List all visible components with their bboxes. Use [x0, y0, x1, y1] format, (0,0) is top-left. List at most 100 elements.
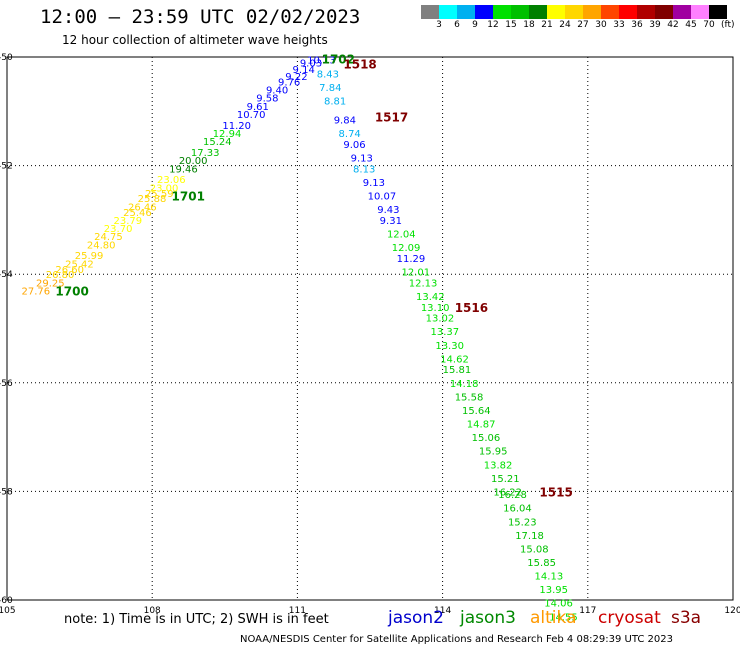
legend-label: 3	[436, 20, 442, 30]
wave-height-value: 23.79	[113, 216, 142, 227]
legend-label: 70	[703, 20, 715, 30]
satellite-label-cryosat: cryosat	[598, 608, 661, 628]
wave-height-value: 8.43	[317, 69, 339, 80]
wave-height-value: 9.13	[351, 153, 373, 164]
legend-swatch	[475, 5, 493, 19]
legend-swatch	[493, 5, 511, 19]
wave-height-value: 13.02	[426, 314, 455, 325]
wave-height-value: 17.18	[515, 531, 544, 542]
legend-swatches	[421, 5, 740, 19]
legend-swatch	[421, 5, 439, 19]
wave-height-value: 9.58	[256, 94, 278, 105]
wave-height-value: 9.14	[293, 65, 315, 76]
satellite-label-s3a: s3a	[671, 608, 702, 628]
legend-swatch	[529, 5, 547, 19]
wave-height-value: 13.37	[431, 327, 460, 338]
wave-height-value: 27.76	[22, 286, 51, 297]
wave-height-value: 15.58	[455, 392, 484, 403]
wave-height-value: 9.06	[343, 140, 365, 151]
wave-height-value: 16.28	[498, 490, 527, 501]
legend-label: 42	[667, 20, 679, 30]
legend-swatch	[601, 5, 619, 19]
wave-height-value: 26.80	[46, 270, 75, 281]
legend-swatch	[691, 5, 709, 19]
wave-height-value: 23.70	[104, 224, 133, 235]
wave-height-value: 10.07	[368, 191, 397, 202]
wave-height-value: 24.80	[87, 240, 116, 251]
y-tick-label: -56	[0, 379, 13, 389]
wave-height-value: 20.00	[179, 156, 208, 167]
x-tick-label: 117	[579, 606, 596, 616]
y-tick-label: -52	[0, 162, 13, 172]
legend-swatch	[619, 5, 637, 19]
x-tick-label: 114	[434, 606, 451, 616]
y-tick-label: -50	[0, 53, 13, 63]
wave-height-value: 16.22	[493, 487, 522, 498]
wave-height-value: 29.25	[36, 278, 65, 289]
wave-height-value: 11.20	[222, 121, 251, 132]
wave-height-value: 14.18	[450, 379, 479, 390]
legend-swatch	[583, 5, 601, 19]
wave-height-value: 12.13	[409, 278, 438, 289]
wave-height-value: 24.75	[94, 232, 123, 243]
wave-height-value: 14.06	[544, 599, 573, 610]
legend-label: 12	[487, 20, 499, 30]
time-label: 1702	[322, 53, 355, 67]
legend-labels: 3 6 9 12 15 18 21 24 27 30 33 36 39 42 45 70 (ft)	[421, 19, 740, 31]
wave-height-value: 23.00	[150, 183, 179, 194]
wave-height-value: 15.06	[472, 433, 501, 444]
wave-height-value: 15.95	[479, 447, 508, 458]
credit-line: NOAA/NESDIS Center for Satellite Applica…	[240, 634, 673, 645]
wave-height-value: 13.95	[539, 585, 568, 596]
wave-height-value: 12.94	[213, 129, 242, 140]
chart-title: 12:00 – 23:59 UTC 02/02/2023	[40, 6, 361, 28]
legend-swatch	[655, 5, 673, 19]
wave-height-value: 14.62	[440, 354, 469, 365]
legend-label: 33	[613, 20, 625, 30]
wave-height-value: 17.33	[191, 148, 220, 159]
wave-height-value: 14.55	[549, 612, 578, 623]
legend-label: 39	[649, 20, 661, 30]
wave-height-value: 15.24	[203, 137, 232, 148]
x-tick-label: 108	[144, 606, 161, 616]
wave-height-value: 10.13	[307, 56, 336, 67]
legend-label: 6	[454, 20, 460, 30]
wave-height-value: 14.13	[535, 572, 564, 583]
wave-height-value: 26.60	[55, 265, 84, 276]
wave-height-value: 25.42	[65, 259, 94, 270]
y-tick-label: -54	[0, 270, 13, 280]
legend-label: 45	[685, 20, 697, 30]
y-tick-label: -58	[0, 487, 13, 497]
wave-height-value: 8.13	[353, 164, 375, 175]
wave-height-value: 9.13	[363, 178, 385, 189]
wave-height-value: 9.03	[300, 58, 322, 69]
wave-height-value: 7.84	[319, 83, 341, 94]
time-label: 1700	[55, 284, 88, 298]
wave-height-value: 15.21	[491, 474, 520, 485]
wave-height-value: 13.30	[435, 341, 464, 352]
satellite-label-jason2: jason2	[388, 608, 444, 628]
legend-swatch	[673, 5, 691, 19]
legend-swatch	[439, 5, 457, 19]
x-tick-label: 111	[289, 606, 306, 616]
wave-height-value: 23.06	[157, 175, 186, 186]
wave-height-value: 9.40	[266, 86, 288, 97]
wave-height-value: 12.04	[387, 229, 416, 240]
legend-label: 21	[541, 20, 553, 30]
wave-height-value: 26.46	[128, 202, 157, 213]
wave-height-value: 25.46	[123, 208, 152, 219]
wave-height-value: 25.88	[138, 194, 167, 205]
wave-height-value: 15.81	[443, 365, 472, 376]
wave-height-value: 15.08	[520, 544, 549, 555]
legend-swatch	[637, 5, 655, 19]
time-label: 1701	[172, 189, 205, 203]
legend-label: 15	[505, 20, 517, 30]
wave-height-value: 9.61	[247, 102, 269, 113]
legend-label: 24	[559, 20, 571, 30]
wave-height-value: 19.46	[169, 164, 198, 175]
time-label: 1518	[343, 58, 376, 72]
legend-unit: (ft)	[721, 20, 735, 30]
legend-label: 18	[523, 20, 535, 30]
satellite-label-altika: altika	[530, 608, 577, 628]
